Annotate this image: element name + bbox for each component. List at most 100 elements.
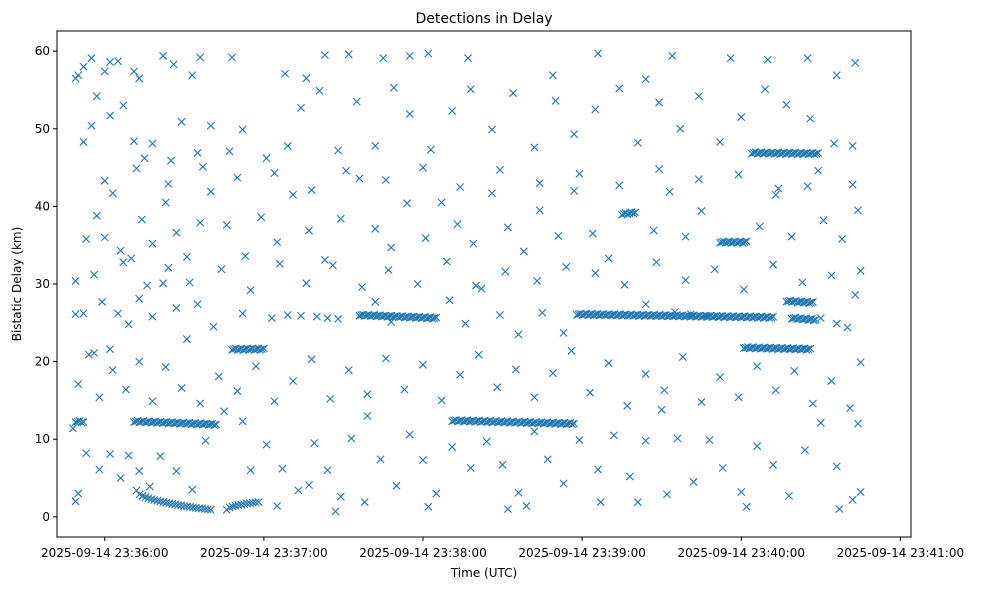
x-tick-label: 2025-09-14 23:40:00 xyxy=(678,546,805,560)
data-point xyxy=(575,169,584,178)
data-point xyxy=(273,238,282,247)
data-point xyxy=(627,208,636,217)
data-point xyxy=(220,407,229,416)
data-point xyxy=(156,497,165,506)
data-point xyxy=(87,121,96,130)
data-point xyxy=(344,366,353,375)
chart-title: Detections in Delay xyxy=(415,11,552,27)
data-point xyxy=(809,316,818,325)
y-tick-label: 0 xyxy=(42,510,50,524)
data-point xyxy=(145,482,154,491)
data-point xyxy=(167,156,176,165)
data-point xyxy=(697,207,706,216)
data-point xyxy=(283,311,292,320)
y-tick-label: 40 xyxy=(35,199,50,213)
data-point xyxy=(259,344,268,353)
data-point xyxy=(246,286,255,295)
data-point xyxy=(753,362,762,371)
data-point xyxy=(100,67,109,76)
data-point xyxy=(188,485,197,494)
data-point xyxy=(535,179,544,188)
data-point xyxy=(575,436,584,444)
data-point xyxy=(193,148,202,157)
data-point xyxy=(182,335,191,344)
data-point xyxy=(116,246,125,255)
x-axis-label: Time (UTC) xyxy=(450,566,517,580)
data-point xyxy=(212,420,221,429)
data-point xyxy=(84,350,93,359)
data-point xyxy=(570,130,579,139)
data-point xyxy=(68,424,77,433)
data-point xyxy=(119,101,128,110)
data-point xyxy=(737,487,746,496)
data-point xyxy=(808,399,817,408)
data-point xyxy=(381,176,390,184)
data-point xyxy=(381,354,390,363)
data-point xyxy=(297,311,305,320)
data-point xyxy=(106,58,115,67)
data-point xyxy=(363,390,372,399)
data-point xyxy=(124,451,133,460)
data-point xyxy=(767,313,776,322)
data-point xyxy=(742,502,751,511)
data-point xyxy=(530,427,539,436)
data-point xyxy=(466,85,475,94)
data-point xyxy=(430,314,439,323)
data-point xyxy=(405,110,414,119)
data-point xyxy=(453,220,462,229)
data-point xyxy=(347,434,356,443)
data-point xyxy=(623,401,632,410)
data-point xyxy=(604,254,613,263)
data-point xyxy=(360,498,369,507)
x-axis: 2025-09-14 23:36:00 2025-09-14 23:37:00 20… xyxy=(41,537,964,560)
data-point xyxy=(812,149,821,158)
data-point xyxy=(262,440,271,449)
data-point xyxy=(127,254,136,263)
data-point xyxy=(74,71,83,80)
data-point xyxy=(121,385,130,394)
data-point xyxy=(387,243,396,252)
data-point xyxy=(790,366,799,375)
data-point xyxy=(694,92,703,101)
data-point xyxy=(514,488,523,497)
data-point xyxy=(570,186,579,195)
data-point xyxy=(437,198,446,207)
data-point xyxy=(71,310,80,319)
data-point xyxy=(710,265,719,274)
data-point xyxy=(159,279,168,288)
data-point xyxy=(304,226,313,235)
data-point xyxy=(328,261,337,270)
data-point xyxy=(596,498,605,507)
data-point xyxy=(156,452,165,461)
data-point xyxy=(257,213,266,222)
data-point xyxy=(90,349,99,358)
data-point xyxy=(808,298,817,306)
data-point xyxy=(79,137,88,146)
data-point xyxy=(294,486,303,495)
data-point xyxy=(246,466,255,475)
data-point xyxy=(604,359,613,368)
data-point xyxy=(161,363,170,372)
data-point xyxy=(307,355,316,364)
data-point xyxy=(254,498,263,507)
data-point xyxy=(591,269,600,278)
data-point xyxy=(281,69,290,78)
data-point xyxy=(144,494,153,503)
data-point xyxy=(320,255,329,264)
data-point xyxy=(591,105,600,114)
data-point xyxy=(222,221,231,230)
data-point xyxy=(119,258,128,267)
data-point xyxy=(856,358,865,367)
data-point xyxy=(228,53,237,62)
data-point xyxy=(124,320,133,329)
data-point xyxy=(771,190,780,199)
data-point xyxy=(474,350,483,359)
data-point xyxy=(498,460,507,469)
data-point xyxy=(148,397,157,406)
data-point xyxy=(331,507,340,516)
data-point xyxy=(177,117,186,126)
data-point xyxy=(543,455,552,464)
data-point xyxy=(726,54,735,63)
data-point xyxy=(511,365,520,374)
